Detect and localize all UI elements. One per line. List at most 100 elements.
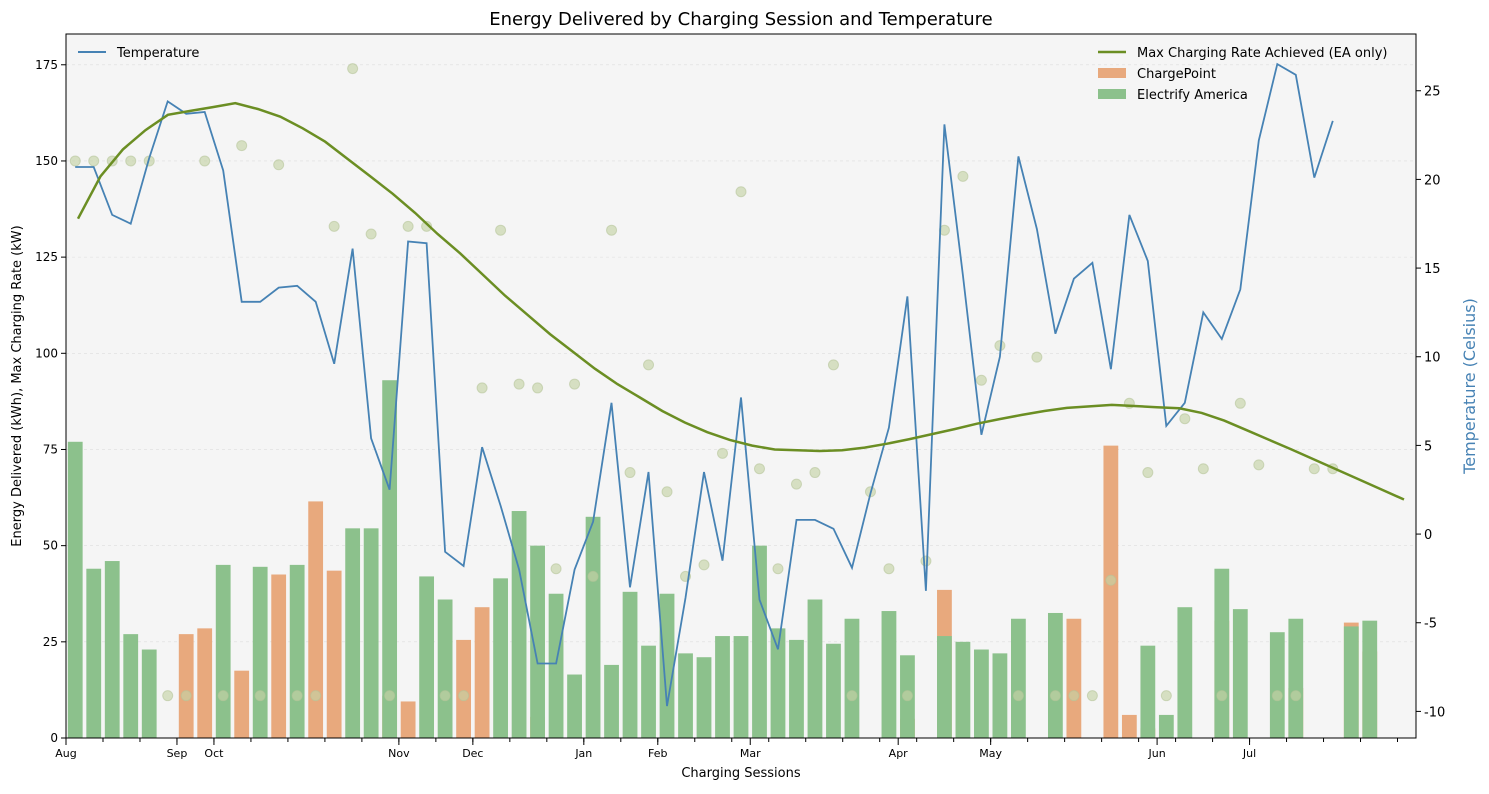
max-rate-point bbox=[217, 690, 229, 702]
max-rate-point bbox=[753, 463, 765, 475]
max-rate-point bbox=[458, 690, 470, 702]
max-rate-point bbox=[1160, 690, 1172, 702]
y-tick-label-left: 175 bbox=[35, 58, 58, 72]
max-rate-point bbox=[1142, 467, 1154, 479]
temperature-line bbox=[75, 62, 1334, 707]
max-rate-point bbox=[162, 690, 174, 702]
electrify-bar bbox=[437, 599, 453, 738]
legend-swatch-chargepoint bbox=[1098, 68, 1126, 78]
max-rate-point bbox=[291, 690, 303, 702]
legends: Temperature Max Charging Rate Achieved (E… bbox=[78, 46, 1387, 103]
x-tick-label: Jun bbox=[1148, 747, 1166, 760]
y-tick-label-left: 125 bbox=[35, 250, 58, 264]
axes: 0 25 50 75 100 125 150 175 -10 -5 0 5 10 15 20 25 Aug Sep… bbox=[35, 58, 1445, 760]
max-rate-point bbox=[550, 563, 562, 575]
x-tick-label: Feb bbox=[648, 747, 667, 760]
electrify-bar bbox=[1269, 632, 1285, 738]
y-axis-label-left: Energy Delivered (kWh), Max Charging Rat… bbox=[10, 225, 25, 546]
max-rate-point bbox=[384, 690, 396, 702]
y-tick-label-right: 25 bbox=[1424, 85, 1441, 100]
electrify-bar bbox=[289, 564, 305, 738]
electrify-bar bbox=[1343, 626, 1359, 738]
plot-frame bbox=[65, 33, 1417, 739]
electrify-bar bbox=[604, 664, 619, 738]
max-rate-point bbox=[310, 690, 322, 702]
electrify-bar bbox=[807, 599, 823, 738]
max-rate-point bbox=[624, 467, 636, 479]
legend-label-max-rate: Max Charging Rate Achieved (EA only) bbox=[1137, 46, 1387, 61]
chargepoint-bar bbox=[1121, 714, 1137, 738]
electrify-bar bbox=[1232, 609, 1248, 738]
lines bbox=[75, 62, 1405, 707]
max-rate-point bbox=[328, 220, 340, 232]
electrify-bar bbox=[252, 566, 268, 738]
electrify-bar bbox=[141, 649, 157, 738]
electrify-bar bbox=[1047, 612, 1063, 738]
max-rate-point bbox=[1271, 690, 1283, 702]
electrify-bar bbox=[622, 591, 638, 738]
x-tick-label: Sep bbox=[167, 747, 188, 760]
max-rate-point bbox=[587, 570, 599, 582]
max-rate-point bbox=[1234, 397, 1246, 409]
electrify-bar bbox=[86, 568, 102, 738]
max-rate-point bbox=[569, 378, 581, 390]
max-rate-point bbox=[532, 382, 544, 394]
electrify-bar bbox=[1177, 607, 1193, 738]
electrify-bar bbox=[715, 636, 730, 738]
max-rate-point bbox=[1049, 690, 1061, 702]
max-rate-point bbox=[661, 486, 673, 498]
plot-area bbox=[66, 34, 1416, 738]
y-tick-label-left: 100 bbox=[35, 346, 58, 360]
y-tick-label-left: 25 bbox=[43, 635, 58, 649]
chargepoint-bar bbox=[1103, 445, 1119, 738]
electrify-bar bbox=[752, 545, 767, 738]
electrify-bar bbox=[345, 528, 361, 738]
legend-label-electrify: Electrify America bbox=[1137, 88, 1248, 103]
chargepoint-bar bbox=[271, 574, 287, 738]
electrify-bar bbox=[937, 636, 952, 738]
electrify-bar bbox=[1011, 618, 1026, 738]
x-tick-label: Oct bbox=[204, 747, 224, 760]
y-tick-label-left: 50 bbox=[43, 539, 58, 553]
electrify-bar bbox=[844, 618, 860, 738]
x-tick-label: Mar bbox=[740, 747, 761, 760]
max-rate-point bbox=[1031, 351, 1043, 363]
x-tick-label: Jul bbox=[1242, 747, 1256, 760]
electrify-bar bbox=[123, 634, 139, 738]
y-tick-label-left: 150 bbox=[35, 154, 58, 168]
y-tick-label-right: 20 bbox=[1424, 173, 1441, 188]
max-rate-point bbox=[476, 382, 488, 394]
max-rate-point bbox=[495, 224, 507, 236]
legend-label-temperature: Temperature bbox=[116, 46, 199, 61]
max-rate-point bbox=[347, 63, 359, 75]
electrify-bar bbox=[530, 545, 545, 738]
electrify-bar bbox=[215, 564, 231, 738]
max-rate-point bbox=[901, 690, 913, 702]
max-rate-point bbox=[125, 155, 137, 167]
max-rate-point bbox=[69, 155, 81, 167]
y-axis-label-right: Temperature (Celsius) bbox=[1460, 298, 1479, 475]
electrify-bar bbox=[826, 643, 841, 738]
chargepoint-bar bbox=[178, 634, 194, 738]
max-rate-point bbox=[1105, 574, 1117, 586]
legend-swatch-electrify bbox=[1098, 89, 1126, 99]
y-tick-label-right: 5 bbox=[1424, 439, 1432, 454]
max-rate-point bbox=[180, 690, 192, 702]
max-rate-point bbox=[735, 186, 747, 198]
chargepoint-bar bbox=[197, 628, 213, 738]
max-rate-point bbox=[236, 140, 248, 152]
electrify-bar bbox=[67, 441, 83, 738]
electrify-bar bbox=[382, 380, 398, 738]
chargepoint-bar bbox=[326, 570, 342, 738]
max-rate-point bbox=[402, 220, 414, 232]
max-rate-point bbox=[827, 359, 839, 371]
electrify-bar bbox=[363, 528, 379, 738]
max-rate-point bbox=[1086, 690, 1098, 702]
max-rate-point bbox=[199, 155, 211, 167]
y-tick-label-right: 15 bbox=[1424, 262, 1441, 277]
y-tick-label-right: 0 bbox=[1424, 528, 1432, 543]
x-tick-label: Dec bbox=[462, 747, 483, 760]
max-rate-point bbox=[1012, 690, 1024, 702]
electrify-bar bbox=[678, 653, 693, 738]
